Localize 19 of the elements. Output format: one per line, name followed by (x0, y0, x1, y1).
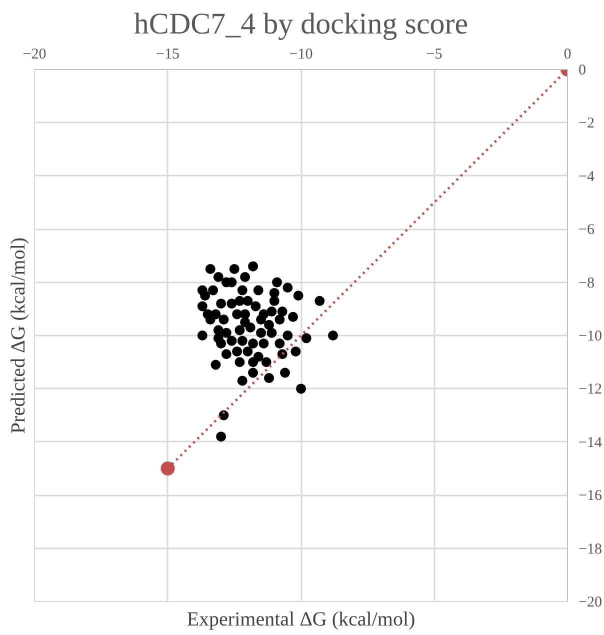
x-tick-label: −5 (426, 46, 442, 62)
y-tick-label: −20 (578, 594, 602, 610)
y-tick-label: −12 (578, 382, 602, 398)
y-tick-label: −10 (578, 328, 602, 344)
x-tick-label: 0 (564, 46, 572, 62)
x-axis-title: Experimental ΔG (kcal/mol) (186, 608, 416, 630)
y-tick-label: −16 (578, 488, 602, 504)
y-tick-label: −14 (578, 434, 602, 451)
x-tick-label: −20 (22, 46, 46, 62)
y-tick-label: 0 (578, 62, 586, 78)
x-tick-label: −15 (156, 46, 180, 62)
y-tick-label: −6 (578, 222, 595, 238)
y-tick-label: −2 (578, 116, 594, 132)
x-tick-label: −10 (289, 46, 313, 62)
y-tick-label: −18 (578, 541, 602, 558)
y-tick-label: −4 (578, 168, 595, 185)
y-axis-title: Predicted ΔG (kcal/mol) (8, 237, 30, 434)
y-tick-label: −8 (578, 275, 594, 292)
chart-title: hCDC7_4 by docking score (134, 8, 468, 40)
